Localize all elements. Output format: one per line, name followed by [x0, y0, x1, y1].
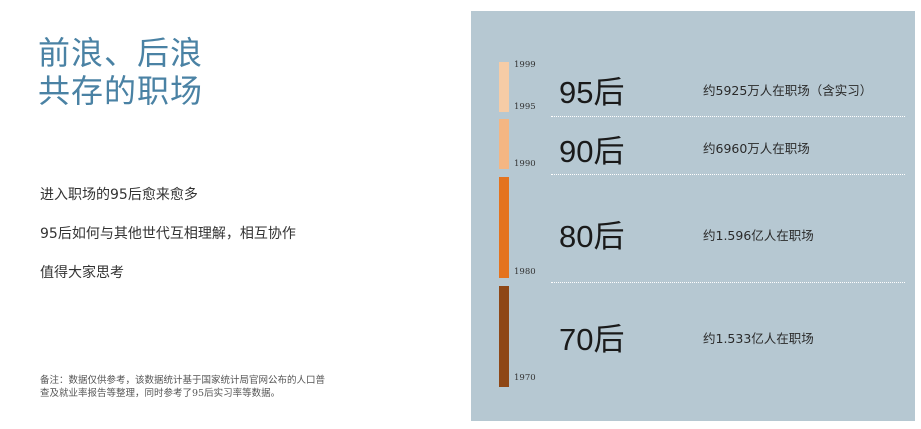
title-line-2: 共存的职场: [38, 72, 204, 110]
year-label-1999: 1999: [514, 60, 536, 70]
divider-3: [551, 282, 905, 283]
footnote-line-1: 备注：数据仅供参考，该数据统计基于国家统计局官网公布的人口普: [40, 375, 326, 386]
generation-desc-95: 约5925万人在职场（含实习）: [703, 83, 873, 98]
generation-desc-90: 约6960万人在职场: [703, 141, 810, 156]
generation-label-70: 70后: [559, 322, 625, 357]
bar-95: [499, 62, 509, 112]
year-label-1995: 1995: [514, 102, 536, 112]
page-title: 前浪、后浪 共存的职场: [38, 34, 203, 110]
generation-label-80: 80后: [559, 219, 625, 254]
generation-label-90: 90后: [559, 134, 625, 169]
divider-1: [551, 116, 905, 117]
body-line-3: 值得大家思考: [40, 265, 124, 281]
footnote-line-2: 查及就业率报告等整理，同时参考了95后实习率等数据。: [40, 388, 281, 399]
year-label-1970: 1970: [514, 373, 536, 383]
bar-90: [499, 119, 509, 169]
year-label-1980: 1980: [514, 267, 536, 277]
bar-70: [499, 286, 509, 387]
footnote: 备注：数据仅供参考，该数据统计基于国家统计局官网公布的人口普 查及就业率报告等整…: [40, 374, 400, 400]
body-line-2: 95后如何与其他世代互相理解，相互协作: [40, 226, 296, 242]
divider-2: [551, 174, 905, 175]
year-label-1990: 1990: [514, 159, 536, 169]
generation-label-95: 95后: [559, 75, 625, 110]
bar-80: [499, 177, 509, 278]
title-line-1: 前浪、后浪: [38, 34, 204, 72]
body-line-1: 进入职场的95后愈来愈多: [40, 187, 198, 203]
generation-desc-70: 约1.533亿人在职场: [703, 331, 814, 346]
body-text: 进入职场的95后愈来愈多 95后如何与其他世代互相理解，相互协作 值得大家思考: [40, 186, 296, 303]
generation-desc-80: 约1.596亿人在职场: [703, 228, 814, 243]
generation-panel: 1999 1995 1990 1980 1970 95后 90后 80后 70后…: [471, 11, 915, 421]
